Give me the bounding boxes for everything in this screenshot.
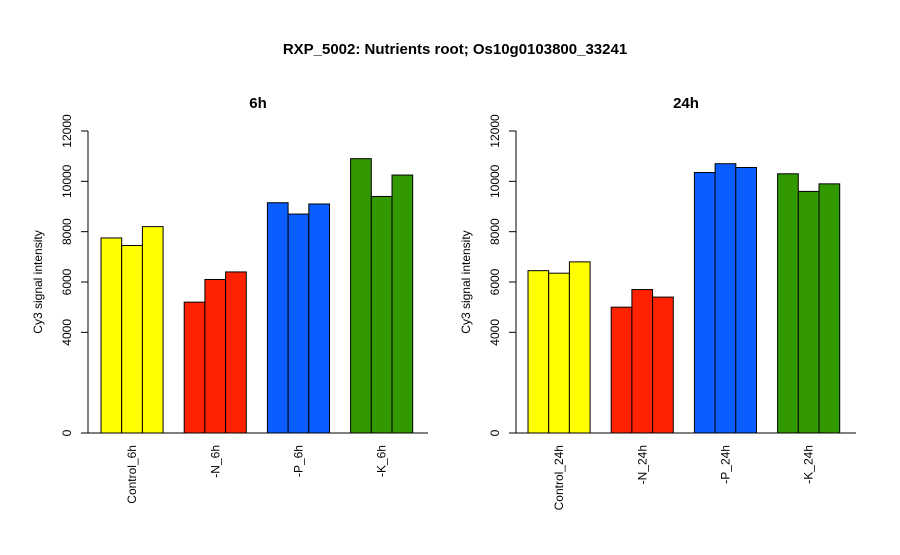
y-tick-label: 10000 xyxy=(60,164,74,198)
y-tick-label: 0 xyxy=(60,429,74,436)
y-tick-label: 6000 xyxy=(488,268,502,295)
bar xyxy=(225,271,247,434)
x-category-label: Control_6h xyxy=(125,445,139,504)
x-category-label: -N_6h xyxy=(208,445,222,478)
y-tick-label: 6000 xyxy=(60,268,74,295)
bar xyxy=(527,270,550,434)
bar xyxy=(141,226,164,434)
y-axis-title: Cy3 signal intensity xyxy=(459,230,473,333)
bar xyxy=(121,245,143,434)
y-tick-label: 4000 xyxy=(488,319,502,346)
bar xyxy=(818,183,841,434)
y-tick-label: 8000 xyxy=(488,218,502,245)
x-category-label: -N_24h xyxy=(635,445,649,484)
bar xyxy=(797,190,820,434)
bar xyxy=(735,166,757,434)
bar xyxy=(391,174,414,434)
chart-panel-24h: 24h 0 4000 6000 8000 10000 12000 Cy3 signal int… xyxy=(459,95,856,510)
bar xyxy=(610,306,633,434)
bar xyxy=(631,289,654,434)
x-category-label: -P_24h xyxy=(718,445,732,484)
x-category-label: -K_6h xyxy=(375,445,389,477)
bar xyxy=(370,195,393,434)
x-category-label: Control_24h xyxy=(552,445,566,510)
bar xyxy=(693,172,716,434)
x-category-label: -P_6h xyxy=(291,445,305,477)
chart-panels: 6h 0 4000 6000 8000 10000 12000 Cy3 signal inte… xyxy=(31,95,856,510)
bar xyxy=(350,158,372,434)
y-tick-label: 4000 xyxy=(60,319,74,346)
x-category-label: -K_24h xyxy=(802,445,816,484)
panel-title: 24h xyxy=(673,95,699,112)
chart-main-title: RXP_5002: Nutrients root; Os10g0103800_3… xyxy=(283,41,627,58)
y-tick-label: 0 xyxy=(488,429,502,436)
chart-panel-6h: 6h 0 4000 6000 8000 10000 12000 Cy3 signal inte… xyxy=(31,95,428,504)
bar xyxy=(266,202,289,434)
bar xyxy=(568,261,591,434)
y-axis-title: Cy3 signal intensity xyxy=(31,230,45,333)
bar xyxy=(714,163,737,434)
bar xyxy=(287,213,310,434)
panel-title: 6h xyxy=(249,95,267,112)
y-tick-label: 12000 xyxy=(488,114,502,148)
y-tick-label: 8000 xyxy=(60,218,74,245)
bar xyxy=(548,272,570,434)
y-tick-label: 10000 xyxy=(488,164,502,198)
bar xyxy=(777,173,799,434)
bar xyxy=(183,301,206,434)
bar xyxy=(204,278,227,434)
bar xyxy=(652,296,674,434)
bar xyxy=(100,237,123,434)
bar xyxy=(308,203,330,434)
y-tick-label: 12000 xyxy=(60,114,74,148)
